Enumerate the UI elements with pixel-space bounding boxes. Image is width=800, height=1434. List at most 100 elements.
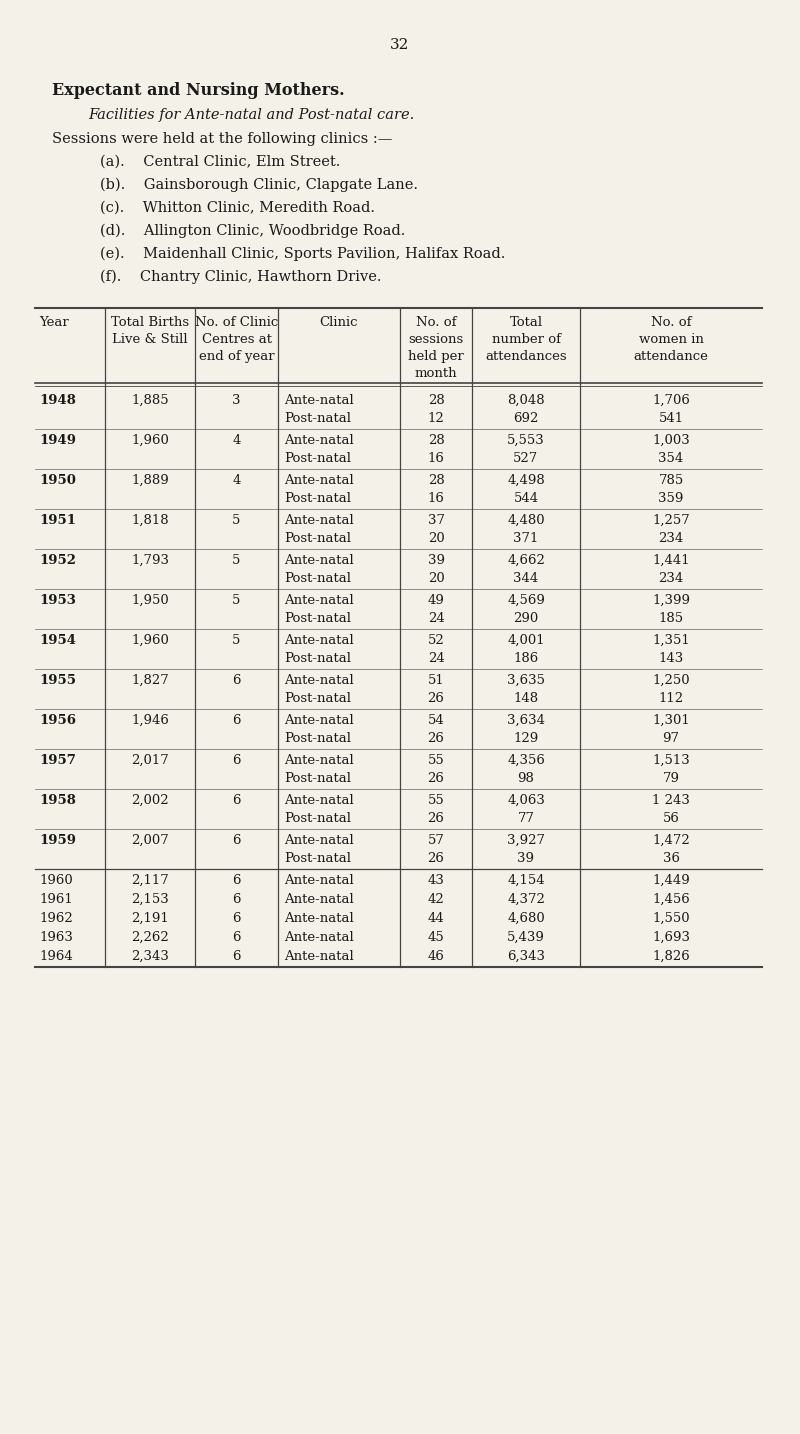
Text: Ante-natal
Post-natal: Ante-natal Post-natal — [284, 394, 354, 426]
Text: 2,002: 2,002 — [131, 794, 169, 807]
Text: 1,827: 1,827 — [131, 674, 169, 687]
Text: Ante-natal: Ante-natal — [284, 873, 354, 888]
Text: 1,399
185: 1,399 185 — [652, 594, 690, 625]
Text: Total
number of
attendances: Total number of attendances — [485, 315, 567, 363]
Text: Ante-natal: Ante-natal — [284, 949, 354, 964]
Text: 1960: 1960 — [39, 873, 73, 888]
Text: 4,680: 4,680 — [507, 912, 545, 925]
Text: 5,439: 5,439 — [507, 931, 545, 944]
Text: Ante-natal: Ante-natal — [284, 912, 354, 925]
Text: Ante-natal
Post-natal: Ante-natal Post-natal — [284, 835, 354, 866]
Text: 3,635
148: 3,635 148 — [507, 674, 545, 706]
Text: 1963: 1963 — [39, 931, 73, 944]
Text: 2,017: 2,017 — [131, 754, 169, 767]
Text: 42: 42 — [428, 893, 444, 906]
Text: Ante-natal
Post-natal: Ante-natal Post-natal — [284, 634, 354, 665]
Text: 1,693: 1,693 — [652, 931, 690, 944]
Text: Sessions were held at the following clinics :—: Sessions were held at the following clin… — [52, 132, 392, 146]
Text: 37
20: 37 20 — [427, 513, 445, 545]
Text: 5,553
527: 5,553 527 — [507, 435, 545, 466]
Text: 1961: 1961 — [39, 893, 73, 906]
Text: 1,441
234: 1,441 234 — [652, 554, 690, 585]
Text: 1,003
354: 1,003 354 — [652, 435, 690, 466]
Text: Ante-natal
Post-natal: Ante-natal Post-natal — [284, 435, 354, 466]
Text: Ante-natal
Post-natal: Ante-natal Post-natal — [284, 594, 354, 625]
Text: 4: 4 — [232, 435, 241, 447]
Text: Ante-natal
Post-natal: Ante-natal Post-natal — [284, 714, 354, 746]
Text: 4,356
98: 4,356 98 — [507, 754, 545, 786]
Text: 1962: 1962 — [39, 912, 73, 925]
Text: 1,351
143: 1,351 143 — [652, 634, 690, 665]
Text: 4,001
186: 4,001 186 — [507, 634, 545, 665]
Text: 57
26: 57 26 — [427, 835, 445, 866]
Text: 1958: 1958 — [39, 794, 76, 807]
Text: No. of Clinic
Centres at
end of year: No. of Clinic Centres at end of year — [195, 315, 278, 363]
Text: 55
26: 55 26 — [427, 794, 445, 826]
Text: 5: 5 — [232, 513, 241, 528]
Text: Facilities for Ante-natal and Post-natal care.: Facilities for Ante-natal and Post-natal… — [88, 108, 414, 122]
Text: 3,927
39: 3,927 39 — [507, 835, 545, 866]
Text: 1956: 1956 — [39, 714, 76, 727]
Text: (d).    Allington Clinic, Woodbridge Road.: (d). Allington Clinic, Woodbridge Road. — [100, 224, 406, 238]
Text: 1955: 1955 — [39, 674, 76, 687]
Text: 1,550: 1,550 — [652, 912, 690, 925]
Text: (e).    Maidenhall Clinic, Sports Pavilion, Halifax Road.: (e). Maidenhall Clinic, Sports Pavilion,… — [100, 247, 506, 261]
Text: 6: 6 — [232, 674, 241, 687]
Text: Ante-natal
Post-natal: Ante-natal Post-natal — [284, 674, 354, 706]
Text: 1,301
97: 1,301 97 — [652, 714, 690, 746]
Text: 45: 45 — [428, 931, 444, 944]
Text: 2,007: 2,007 — [131, 835, 169, 847]
Text: 6: 6 — [232, 893, 241, 906]
Text: 39
20: 39 20 — [427, 554, 445, 585]
Text: 1,885: 1,885 — [131, 394, 169, 407]
Text: 28
12: 28 12 — [428, 394, 444, 426]
Text: 1959: 1959 — [39, 835, 76, 847]
Text: 1964: 1964 — [39, 949, 73, 964]
Text: 6: 6 — [232, 949, 241, 964]
Text: 6: 6 — [232, 912, 241, 925]
Text: 1,472
36: 1,472 36 — [652, 835, 690, 866]
Text: 1949: 1949 — [39, 435, 76, 447]
Text: 4,662
344: 4,662 344 — [507, 554, 545, 585]
Text: 1 243
56: 1 243 56 — [652, 794, 690, 826]
Text: 1,950: 1,950 — [131, 594, 169, 607]
Text: 1,449: 1,449 — [652, 873, 690, 888]
Text: 1954: 1954 — [39, 634, 76, 647]
Text: 2,153: 2,153 — [131, 893, 169, 906]
Text: 6,343: 6,343 — [507, 949, 545, 964]
Text: 4,498
544: 4,498 544 — [507, 475, 545, 506]
Text: 55
26: 55 26 — [427, 754, 445, 786]
Text: 28
16: 28 16 — [427, 475, 445, 506]
Text: 2,343: 2,343 — [131, 949, 169, 964]
Text: 1,513
79: 1,513 79 — [652, 754, 690, 786]
Text: 2,117: 2,117 — [131, 873, 169, 888]
Text: Ante-natal: Ante-natal — [284, 893, 354, 906]
Text: 6: 6 — [232, 794, 241, 807]
Text: 8,048
692: 8,048 692 — [507, 394, 545, 426]
Text: Expectant and Nursing Mothers.: Expectant and Nursing Mothers. — [52, 82, 345, 99]
Text: (f).    Chantry Clinic, Hawthorn Drive.: (f). Chantry Clinic, Hawthorn Drive. — [100, 270, 382, 284]
Text: 1,946: 1,946 — [131, 714, 169, 727]
Text: 54
26: 54 26 — [427, 714, 445, 746]
Text: Ante-natal
Post-natal: Ante-natal Post-natal — [284, 794, 354, 826]
Text: 1,826: 1,826 — [652, 949, 690, 964]
Text: 6: 6 — [232, 931, 241, 944]
Text: 4,372: 4,372 — [507, 893, 545, 906]
Text: 28
16: 28 16 — [427, 435, 445, 466]
Text: 4,154: 4,154 — [507, 873, 545, 888]
Text: 785
359: 785 359 — [658, 475, 684, 506]
Text: 1948: 1948 — [39, 394, 76, 407]
Text: 6: 6 — [232, 873, 241, 888]
Text: 1,793: 1,793 — [131, 554, 169, 566]
Text: 46: 46 — [427, 949, 445, 964]
Text: 1953: 1953 — [39, 594, 76, 607]
Text: (b).    Gainsborough Clinic, Clapgate Lane.: (b). Gainsborough Clinic, Clapgate Lane. — [100, 178, 418, 192]
Text: 3,634
129: 3,634 129 — [507, 714, 545, 746]
Text: 1,706
541: 1,706 541 — [652, 394, 690, 426]
Text: No. of
women in
attendance: No. of women in attendance — [634, 315, 709, 363]
Text: 1,818: 1,818 — [131, 513, 169, 528]
Text: (c).    Whitton Clinic, Meredith Road.: (c). Whitton Clinic, Meredith Road. — [100, 201, 375, 215]
Text: 4: 4 — [232, 475, 241, 488]
Text: Ante-natal
Post-natal: Ante-natal Post-natal — [284, 754, 354, 786]
Text: 4,063
77: 4,063 77 — [507, 794, 545, 826]
